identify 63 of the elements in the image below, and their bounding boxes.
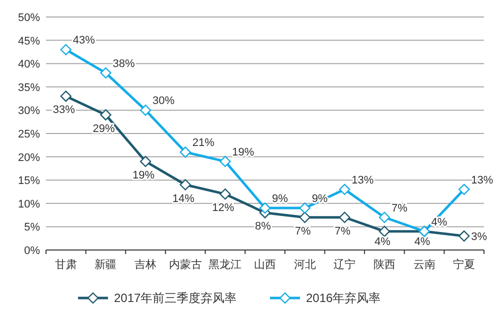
- data-label: 7%: [294, 225, 311, 238]
- point: [259, 202, 271, 214]
- point: [339, 212, 350, 223]
- y-tick-label: 0%: [24, 245, 40, 257]
- point: [180, 179, 191, 190]
- y-tick-label: 20%: [18, 152, 40, 164]
- point: [100, 67, 112, 79]
- point: [458, 184, 470, 196]
- point: [140, 156, 152, 168]
- x-tick-label: 甘肃: [54, 258, 77, 271]
- data-label: 13%: [471, 174, 494, 186]
- y-tick-label: 50%: [18, 12, 40, 24]
- data-label: 29%: [92, 122, 115, 135]
- y-tick-label: 15%: [18, 175, 40, 188]
- data-label: 19%: [132, 169, 155, 182]
- x-tick-label: 新疆: [94, 258, 117, 271]
- data-label: 19%: [232, 146, 254, 158]
- x-tick-label: 山西: [254, 258, 276, 271]
- point: [458, 230, 470, 242]
- x-tick-label: 陕西: [373, 259, 396, 271]
- legend-label: 2017年前三季度弃风率: [114, 291, 237, 305]
- point: [140, 104, 152, 116]
- x-tick-label: 黑龙江: [208, 258, 242, 271]
- point: [378, 226, 390, 237]
- data-label: 4%: [374, 236, 391, 248]
- data-label: 30%: [152, 95, 175, 108]
- x-tick-label: 内蒙古: [168, 258, 202, 271]
- point: [180, 146, 191, 158]
- point: [299, 202, 310, 214]
- y-tick-label: 5%: [24, 222, 40, 234]
- point: [378, 212, 390, 223]
- data-label: 13%: [352, 174, 374, 186]
- y-tick-label: 30%: [18, 105, 40, 118]
- data-label: 43%: [72, 34, 96, 47]
- point: [220, 188, 231, 200]
- data-label: 38%: [112, 58, 135, 70]
- data-label: 12%: [212, 202, 234, 214]
- x-tick-label: 吉林: [134, 258, 157, 271]
- data-label: 4%: [414, 236, 430, 248]
- data-label: 7%: [391, 202, 408, 214]
- data-label: 7%: [334, 225, 351, 238]
- point: [339, 184, 350, 196]
- point: [220, 156, 231, 168]
- data-label: 33%: [52, 104, 76, 116]
- data-label: 9%: [272, 193, 288, 206]
- y-tick-label: 10%: [18, 198, 40, 210]
- x-tick-label: 河北: [294, 258, 316, 271]
- y-tick-label: 35%: [18, 82, 40, 94]
- data-label: 8%: [255, 220, 272, 233]
- point: [100, 109, 112, 120]
- y-tick-label: 45%: [18, 35, 40, 48]
- data-label: 3%: [471, 231, 488, 244]
- y-tick-label: 25%: [18, 128, 40, 140]
- x-tick-label: 宁夏: [453, 258, 476, 271]
- y-tick-label: 40%: [18, 58, 40, 71]
- point: [60, 90, 72, 102]
- data-label: 14%: [172, 192, 195, 205]
- data-label: 21%: [192, 137, 215, 150]
- point: [299, 212, 310, 223]
- legend-label: 2016年弃风率: [306, 291, 381, 305]
- x-tick-label: 辽宁: [334, 258, 356, 271]
- point: [60, 44, 72, 56]
- x-tick-label: 云南: [413, 258, 436, 271]
